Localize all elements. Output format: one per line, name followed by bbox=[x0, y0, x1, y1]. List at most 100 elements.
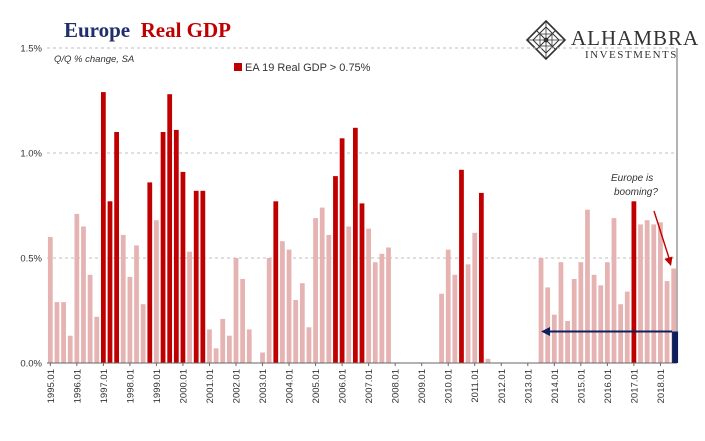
bar bbox=[233, 258, 239, 363]
bar bbox=[591, 274, 597, 363]
legend: EA 19 Real GDP > 0.75% bbox=[234, 62, 371, 74]
bar bbox=[260, 352, 265, 363]
bar-highlight bbox=[478, 192, 484, 363]
y-tick-label: 0.5% bbox=[20, 254, 42, 265]
legend-label: EA 19 Real GDP > 0.75% bbox=[245, 62, 371, 74]
bar-highlight bbox=[273, 201, 279, 363]
bar-highlight bbox=[173, 129, 179, 363]
logo-subtitle: INVESTMENTS bbox=[585, 49, 678, 61]
bar-highlight bbox=[114, 132, 120, 363]
x-tick-label: 2001.01 bbox=[205, 369, 216, 403]
annotation-arrow-head bbox=[664, 256, 673, 266]
bar bbox=[81, 226, 86, 363]
bar bbox=[346, 226, 352, 363]
bar-highlight bbox=[107, 201, 113, 363]
bar bbox=[213, 348, 219, 363]
x-tick-label: 2004.01 bbox=[285, 369, 296, 403]
x-tick-label: 2018.01 bbox=[656, 369, 667, 403]
x-tick-label: 2011.01 bbox=[470, 369, 481, 403]
annotation-arrow-line bbox=[653, 210, 670, 259]
x-tick-label: 2012.01 bbox=[497, 369, 508, 403]
x-tick-label: 2017.01 bbox=[629, 369, 640, 403]
bar bbox=[299, 283, 305, 363]
bar bbox=[611, 218, 617, 363]
annotation: Europe is booming? bbox=[611, 173, 673, 266]
bar bbox=[240, 279, 246, 363]
diamond-lattice-icon bbox=[525, 19, 567, 61]
bar-highlight bbox=[193, 190, 199, 363]
bar bbox=[372, 262, 378, 363]
bar bbox=[664, 281, 670, 363]
bar bbox=[671, 268, 677, 363]
x-tick-label: 2008.01 bbox=[391, 369, 402, 403]
bar bbox=[326, 234, 332, 363]
bar bbox=[54, 302, 60, 363]
bar bbox=[571, 279, 577, 363]
reference-bar bbox=[672, 331, 679, 363]
bar bbox=[154, 220, 159, 363]
bar bbox=[207, 329, 212, 363]
bar bbox=[67, 335, 73, 363]
x-tick-label: 2016.01 bbox=[603, 369, 614, 403]
bar bbox=[187, 251, 192, 363]
x-tick-label: 1998.01 bbox=[125, 369, 136, 403]
bar bbox=[286, 249, 292, 363]
bar bbox=[87, 274, 93, 363]
x-tick-label: 2009.01 bbox=[417, 369, 428, 403]
x-tick-label: 2003.01 bbox=[258, 369, 269, 403]
bar bbox=[604, 262, 610, 363]
bar bbox=[624, 291, 630, 363]
bar bbox=[313, 218, 318, 363]
bar bbox=[638, 224, 643, 363]
bar-highlight bbox=[147, 182, 153, 363]
bar-highlight bbox=[359, 203, 365, 363]
chart-subtitle: Q/Q % change, SA bbox=[54, 54, 134, 65]
bar bbox=[551, 314, 557, 363]
bar bbox=[140, 304, 146, 363]
bar bbox=[578, 262, 584, 363]
bar bbox=[485, 358, 491, 363]
bar bbox=[452, 274, 458, 363]
bar bbox=[618, 304, 624, 363]
bar-highlight bbox=[100, 92, 106, 363]
bar-highlight bbox=[631, 201, 637, 363]
bar-highlight bbox=[200, 190, 206, 363]
annotation-line1: Europe is bbox=[611, 173, 653, 184]
x-tick-label: 2007.01 bbox=[364, 369, 375, 403]
bar-highlight bbox=[459, 169, 464, 363]
bar bbox=[472, 232, 478, 363]
y-axis-ticks: 0.0% 0.5% 1.0% 1.5% bbox=[20, 44, 42, 370]
bar bbox=[658, 222, 663, 363]
bar bbox=[226, 335, 232, 363]
chart-title: Europe Real GDP bbox=[64, 18, 231, 42]
x-tick-label: 2005.01 bbox=[311, 369, 322, 403]
x-tick-label: 2013.01 bbox=[523, 369, 534, 403]
bar-highlight bbox=[180, 171, 186, 363]
bar bbox=[538, 258, 544, 363]
x-tick-label: 1995.01 bbox=[46, 369, 57, 403]
legend-swatch bbox=[234, 63, 242, 71]
logo-name: ALHAMBRA bbox=[571, 26, 699, 50]
bar bbox=[306, 327, 312, 363]
bar bbox=[319, 207, 325, 363]
x-tick-label: 2014.01 bbox=[550, 369, 561, 403]
bar bbox=[465, 264, 471, 363]
x-axis-ticks: 1995.01 1996.01 1997.01 1998.01 1999.01 2000.… bbox=[46, 363, 667, 403]
bar bbox=[439, 293, 444, 363]
x-tick-label: 2002.01 bbox=[232, 369, 243, 403]
bar bbox=[280, 241, 285, 363]
bar-highlight bbox=[352, 127, 358, 363]
bars bbox=[47, 92, 677, 363]
bar bbox=[127, 276, 133, 363]
bar bbox=[545, 287, 551, 363]
bar-highlight bbox=[339, 138, 345, 363]
bar bbox=[94, 316, 100, 363]
bar bbox=[379, 253, 385, 363]
x-tick-label: 2000.01 bbox=[178, 369, 189, 403]
bar bbox=[558, 262, 564, 363]
bar-highlight bbox=[333, 176, 338, 363]
reference-arrow bbox=[541, 327, 679, 363]
bar bbox=[445, 249, 451, 363]
x-tick-label: 2006.01 bbox=[338, 369, 349, 403]
reference-arrow-head bbox=[541, 327, 551, 336]
